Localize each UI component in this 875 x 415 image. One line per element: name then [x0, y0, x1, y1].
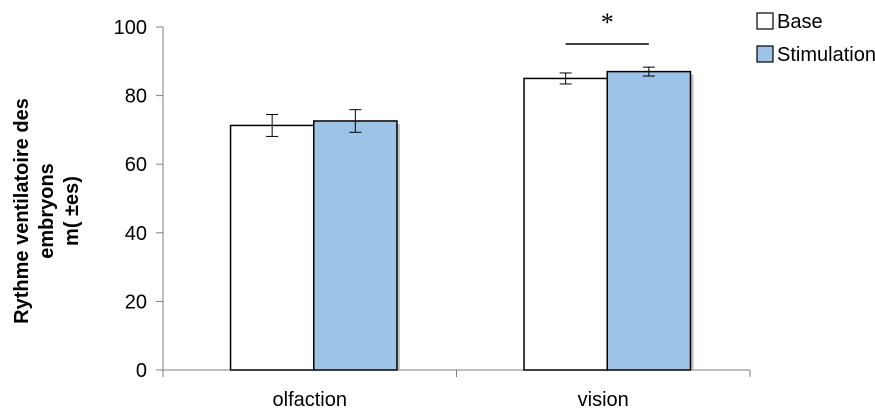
y-tick-label: 100 — [114, 17, 147, 39]
legend-label-base: Base — [777, 11, 823, 33]
y-tick-label: 80 — [125, 86, 147, 108]
y-tick-label: 60 — [125, 154, 147, 176]
legend: Base Stimulation — [756, 11, 875, 66]
y-axis-label-line-1: Rythme ventilatoire des — [11, 98, 33, 324]
x-tick-label: olfaction — [273, 389, 348, 411]
legend-label-stimulation: Stimulation — [777, 44, 875, 66]
significance-star: * — [601, 8, 614, 37]
bar-base-vision — [523, 77, 608, 371]
y-axis-label-line-3: m( ±es) — [61, 176, 83, 246]
y-tick-label: 40 — [125, 223, 147, 245]
y-axis-label-line-2: embryons — [36, 163, 58, 259]
bar-stimulation-vision — [606, 70, 692, 371]
bar-stimulation-olfaction — [313, 120, 398, 371]
plot-area: 0 20 40 60 80 100 olfaction vision * — [114, 8, 751, 411]
y-tick-label: 0 — [136, 360, 147, 382]
y-axis-label: Rythme ventilatoire des embryons m( ±es) — [11, 98, 83, 324]
bar-base-olfaction — [229, 124, 315, 371]
legend-swatch-base — [756, 12, 774, 30]
y-tick-label: 20 — [125, 291, 147, 313]
legend-swatch-stimulation — [756, 45, 774, 63]
x-tick-label: vision — [578, 389, 629, 411]
